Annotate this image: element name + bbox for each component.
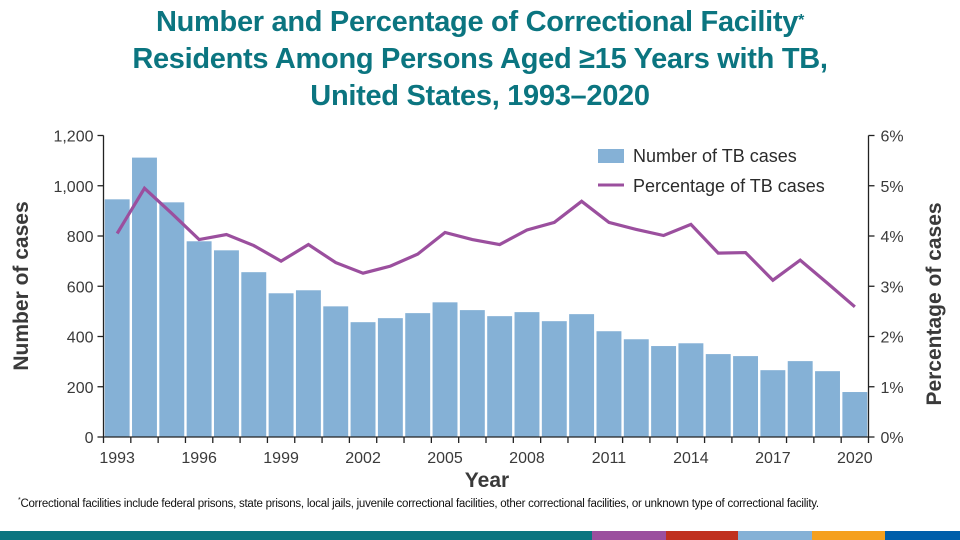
x-axis-title: Year	[465, 469, 509, 492]
x-tick-label: 2008	[509, 450, 545, 467]
y-tick-label: 1,200	[53, 129, 93, 146]
y-tick-label: 0	[85, 430, 94, 447]
title-footnote-marker: *	[798, 12, 805, 29]
bar-1996	[186, 241, 212, 437]
y-tick-label: 400	[67, 330, 94, 347]
y2-tick-label: 1%	[881, 380, 904, 397]
chart-title: Number and Percentage of Correctional Fa…	[0, 4, 960, 115]
y2-tick-label: 0%	[881, 430, 904, 447]
footer-segment	[666, 531, 738, 540]
bar-2014	[678, 343, 704, 437]
bar-2010	[569, 314, 595, 437]
bar-2019	[815, 371, 840, 437]
x-tick-label: 2005	[427, 450, 463, 467]
footer-segment	[738, 531, 812, 540]
legend-bar-swatch	[598, 149, 624, 163]
x-tick-label: 2017	[755, 450, 791, 467]
bar-1995	[159, 202, 185, 437]
bar-1994	[132, 157, 157, 438]
footer-segment	[0, 531, 592, 540]
bar-1998	[241, 272, 267, 437]
bar-2006	[459, 310, 485, 437]
footer-segment	[812, 531, 885, 540]
bar-2011	[596, 331, 622, 437]
title-line-3: United States, 1993–2020	[310, 80, 650, 112]
bar-2013	[651, 346, 677, 437]
axes: 0 200 400 600 800 1,000 1,200 0% 1% 2% 3% 4% 5% 6% 199…	[53, 129, 903, 468]
y-tick-label: 200	[67, 380, 94, 397]
y-axis-title: Number of cases	[10, 201, 33, 370]
y2-tick-label: 2%	[881, 330, 904, 347]
title-line-2: Residents Among Persons Aged ≥15 Years w…	[132, 43, 828, 75]
x-tick-label: 2014	[673, 450, 709, 467]
y-tick-label: 600	[67, 279, 94, 296]
y-tick-label: 800	[67, 229, 94, 246]
y2-tick-label: 3%	[881, 279, 904, 296]
x-tick-label: 2011	[592, 450, 627, 467]
bar-2001	[323, 306, 349, 437]
bar-2002	[350, 322, 376, 437]
bar-1993	[104, 199, 130, 437]
bar-1999	[268, 293, 294, 437]
x-tick-label: 1996	[181, 450, 217, 467]
bar-2007	[487, 316, 513, 437]
bar-2004	[405, 313, 431, 437]
footnote-marker: *	[18, 497, 21, 504]
footnote-text: Correctional facilities include federal …	[20, 497, 819, 510]
bar-2003	[377, 318, 403, 437]
bar-2018	[787, 361, 813, 437]
legend: Number of TB cases Percentage of TB cases	[598, 146, 825, 196]
bar-2008	[514, 312, 540, 437]
bar-2005	[432, 302, 458, 437]
percentage-line	[115, 185, 856, 309]
bar-2020	[842, 392, 868, 437]
bar-1997	[213, 250, 239, 437]
y-tick-label: 1,000	[53, 179, 93, 196]
bar-2000	[295, 290, 321, 437]
x-tick-label: 1993	[99, 450, 135, 467]
y2-tick-label: 6%	[881, 129, 904, 146]
footer-segment	[592, 531, 666, 540]
legend-label-bars: Number of TB cases	[633, 146, 797, 166]
bar-2016	[733, 356, 759, 437]
bar-2017	[760, 370, 786, 437]
x-tick-label: 2002	[345, 450, 381, 467]
bar-2012	[623, 339, 649, 437]
bar-2009	[541, 321, 567, 437]
y2-tick-label: 4%	[881, 229, 904, 246]
title-line-1: Number and Percentage of Correctional Fa…	[155, 6, 799, 38]
bar-2015	[705, 354, 731, 437]
legend-label-line: Percentage of TB cases	[633, 176, 825, 196]
footer-segment	[885, 531, 960, 540]
x-tick-label: 2020	[837, 450, 873, 467]
y2-axis-title: Percentage of cases	[923, 202, 946, 405]
line-series	[115, 185, 856, 309]
footer-color-bar	[0, 531, 960, 540]
x-tick-label: 1999	[263, 450, 299, 467]
footnote: *Correctional facilities include federal…	[18, 492, 938, 513]
bar-series	[104, 157, 868, 438]
y2-tick-label: 5%	[881, 179, 904, 196]
